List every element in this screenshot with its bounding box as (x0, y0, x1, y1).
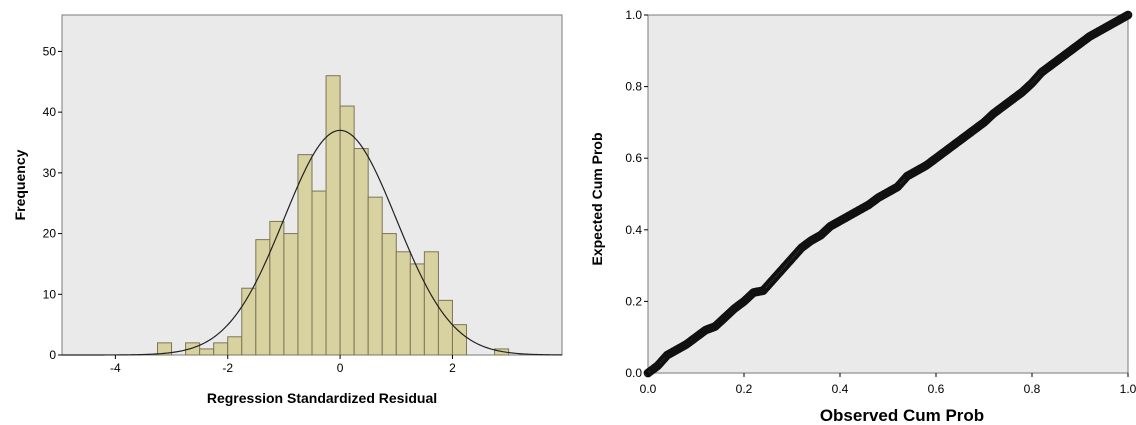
pp-plot-point (1123, 10, 1133, 20)
histogram-bar (325, 75, 341, 356)
histogram-bar (381, 233, 397, 356)
pp-plot-chart: 0.0 0.2 0.4 0.6 0.8 1.0 0.0 0.2 0.4 0.6 0.8 1.0 Obs… (589, 8, 1136, 425)
histogram-y-tick-label: 0 (49, 348, 56, 362)
histogram-bar (157, 342, 173, 356)
pp-plot-y-tick-label: 1.0 (625, 8, 642, 22)
histogram-bar (269, 220, 285, 356)
histogram-bar (395, 251, 411, 356)
pp-plot-points (643, 10, 1133, 378)
pp-plot-axes: 0.0 0.2 0.4 0.6 0.8 1.0 0.0 0.2 0.4 0.6 0.8 1.0 (625, 8, 1136, 396)
pp-plot-y-tick-label: 0.2 (625, 294, 642, 308)
pp-plot-x-tick-label: 0.8 (1024, 382, 1041, 396)
histogram-bar (241, 287, 257, 356)
histogram-y-axis-label: Frequency (12, 149, 28, 220)
pp-plot-x-tick-label: 0.2 (736, 382, 753, 396)
histogram-bar (311, 190, 327, 356)
histogram-x-tick-label: 2 (449, 361, 456, 375)
histogram-bar (353, 148, 369, 356)
pp-plot-y-tick-label: 0.0 (625, 366, 642, 380)
pp-plot-x-tick-label: 0.0 (640, 382, 657, 396)
histogram-x-axis-label: Regression Standardized Residual (207, 390, 437, 406)
normal-curve (62, 129, 563, 356)
pp-plot-x-axis-label: Observed Cum Prob (820, 406, 984, 425)
histogram-bar (199, 348, 215, 356)
pp-plot-x-tick-label: 1.0 (1120, 382, 1136, 396)
pp-plot-y-tick-label: 0.4 (625, 223, 642, 237)
histogram-bar (227, 336, 243, 356)
histogram-y-tick-label: 40 (43, 105, 57, 119)
histogram-x-tick-label: -2 (222, 361, 233, 375)
pp-plot-x-tick-label: 0.6 (928, 382, 945, 396)
histogram-bar (297, 154, 313, 356)
histogram-bar (339, 105, 355, 356)
histogram-x-tick-label: -4 (110, 361, 121, 375)
histogram-bars (157, 75, 510, 356)
histogram-y-tick-label: 30 (43, 166, 57, 180)
histogram-bar (283, 233, 299, 356)
histogram-y-tick-label: 10 (43, 287, 57, 301)
histogram-y-tick-label: 20 (43, 227, 57, 241)
histogram-bar (367, 196, 383, 356)
histogram-bar (451, 324, 467, 356)
pp-plot-y-tick-label: 0.8 (625, 80, 642, 94)
histogram-bar (437, 299, 453, 356)
pp-plot-y-axis-label: Expected Cum Prob (589, 132, 605, 265)
pp-plot-y-tick-label: 0.6 (625, 151, 642, 165)
histogram-bar (213, 342, 229, 356)
pp-plot-x-tick-label: 0.4 (832, 382, 849, 396)
histogram-x-tick-label: 0 (337, 361, 344, 375)
histogram-y-tick-label: 50 (43, 44, 57, 58)
